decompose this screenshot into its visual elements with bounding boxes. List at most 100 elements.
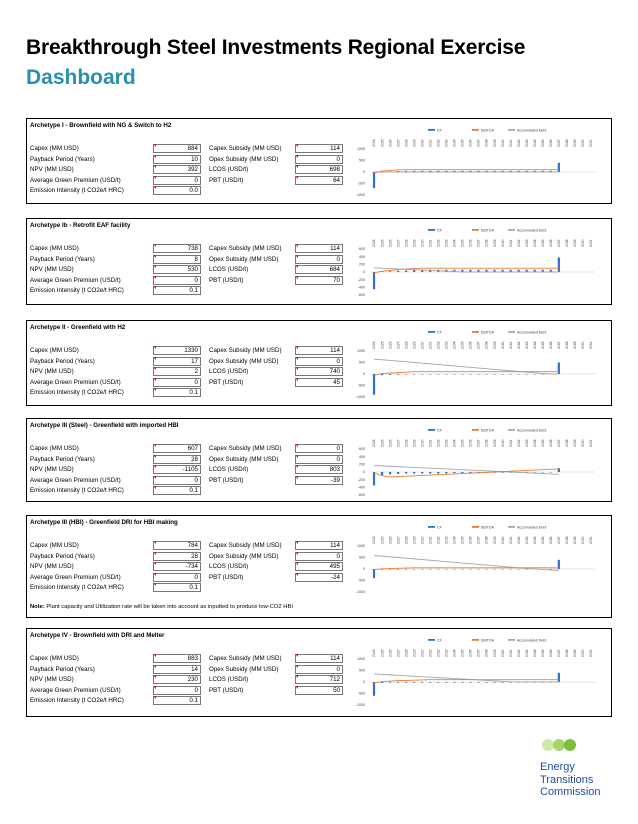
payback-value[interactable]: 14 [153, 664, 201, 674]
archetype-panel: Archetype Ib - Retrofit EAF facility Cape… [26, 218, 612, 305]
opex-subsidy-value[interactable]: 0 [295, 254, 343, 264]
npv-value[interactable]: 530 [153, 265, 201, 274]
panel-title: Archetype I - Brownfield with NG & Switc… [30, 122, 172, 129]
lcos-value[interactable]: 698 [295, 165, 343, 174]
pbt-value[interactable]: 64 [295, 175, 343, 185]
emission-value[interactable]: 0.1 [153, 583, 201, 592]
capex-subsidy-value[interactable]: 114 [295, 541, 343, 550]
capex-value[interactable]: 884 [153, 144, 201, 153]
input-marker-icon [153, 244, 156, 247]
archetype-panel: Archetype I - Brownfield with NG & Switc… [26, 118, 612, 204]
cf-bar [469, 682, 472, 683]
pbt-value[interactable]: 45 [295, 377, 343, 387]
green-premium-value[interactable]: 0 [153, 175, 201, 185]
x-tick-label: 2033 [445, 536, 449, 544]
npv-value[interactable]: -734 [153, 562, 201, 571]
payback-label: Payback Period (Years) [30, 455, 95, 463]
green-premium-value[interactable]: 0 [153, 685, 201, 695]
payback-value[interactable]: 28 [153, 551, 201, 561]
x-tick-label: 2033 [445, 439, 449, 447]
accumulated-debt-line [373, 358, 559, 375]
capex-subsidy-label: Capex Subsidy (MM USD) [209, 445, 282, 452]
capex-value[interactable]: 784 [153, 541, 201, 550]
y-tick-label: 600 [359, 247, 365, 251]
opex-subsidy-value[interactable]: 0 [295, 356, 343, 366]
x-tick-label: 2049 [573, 341, 577, 349]
lcos-value[interactable]: 712 [295, 675, 343, 684]
emission-value[interactable]: 0.1 [153, 486, 201, 495]
lcos-value[interactable]: 740 [295, 367, 343, 376]
input-marker-icon [153, 265, 156, 268]
cf-bar [405, 682, 408, 683]
capex-value[interactable]: 883 [153, 654, 201, 663]
pbt-value[interactable]: 70 [295, 275, 343, 285]
x-tick-label: 2049 [573, 239, 577, 247]
cf-bar [405, 170, 408, 172]
payback-label: Payback Period (Years) [30, 665, 95, 673]
panel-note: Note: Plant capacity and Utilization rat… [30, 604, 293, 610]
cf-bar [453, 682, 456, 683]
cf-bar [469, 269, 472, 272]
x-tick-label: 2049 [573, 536, 577, 544]
npv-value[interactable]: -1105 [153, 465, 201, 474]
capex-value[interactable]: 607 [153, 444, 201, 453]
capex-value[interactable]: 738 [153, 244, 201, 253]
y-tick-label: 1000 [357, 147, 365, 151]
pbt-value[interactable]: -39 [295, 475, 343, 485]
lcos-value[interactable]: 495 [295, 562, 343, 571]
pbt-label: PBT (USD/t) [209, 476, 244, 484]
legend-label: Accumulated Debt [517, 331, 546, 335]
green-premium-value[interactable]: 0 [153, 275, 201, 285]
lcos-value[interactable]: 803 [295, 465, 343, 474]
opex-subsidy-value[interactable]: 0 [295, 551, 343, 561]
opex-subsidy-value[interactable]: 0 [295, 454, 343, 464]
payback-value[interactable]: 17 [153, 356, 201, 366]
y-tick-label: -1000 [356, 395, 365, 399]
pbt-label: PBT (USD/t) [209, 276, 244, 284]
x-tick-label: 2025 [380, 536, 384, 544]
capex-subsidy-value[interactable]: 0 [295, 444, 343, 453]
payback-value[interactable]: 8 [153, 254, 201, 264]
pbt-value[interactable]: 50 [295, 685, 343, 695]
pbt-value[interactable]: -24 [295, 572, 343, 582]
x-tick-label: 2043 [525, 536, 529, 544]
x-tick-label: 2045 [541, 341, 545, 349]
emission-value[interactable]: 0.0 [153, 186, 201, 195]
x-tick-label: 2043 [525, 649, 529, 657]
lcos-value[interactable]: 684 [295, 265, 343, 274]
green-premium-value[interactable]: 0 [153, 572, 201, 582]
npv-value[interactable]: 2 [153, 367, 201, 376]
green-premium-value[interactable]: 0 [153, 475, 201, 485]
x-tick-label: 2028 [404, 139, 408, 147]
x-tick-label: 2039 [493, 439, 497, 447]
opex-subsidy-value[interactable]: 0 [295, 664, 343, 674]
emission-label: Emission Intensity (t CO2e/t HRC) [30, 187, 124, 194]
cf-bar [501, 472, 504, 473]
emission-value[interactable]: 0.1 [153, 286, 201, 295]
input-marker-icon [295, 572, 298, 576]
input-marker-icon [153, 346, 156, 349]
emission-value[interactable]: 0.1 [153, 696, 201, 705]
payback-value[interactable]: 10 [153, 154, 201, 164]
capex-value[interactable]: 1330 [153, 346, 201, 355]
capex-subsidy-value[interactable]: 114 [295, 244, 343, 253]
capex-subsidy-value[interactable]: 114 [295, 346, 343, 355]
npv-value[interactable]: 230 [153, 675, 201, 684]
npv-value[interactable]: 392 [153, 165, 201, 174]
capex-subsidy-value[interactable]: 114 [295, 654, 343, 663]
input-marker-icon [153, 664, 156, 668]
input-marker-icon [153, 275, 156, 279]
input-marker-icon [153, 356, 156, 360]
x-tick-label: 2024 [372, 341, 376, 349]
x-tick-label: 2024 [372, 536, 376, 544]
accumulated-debt-line [373, 673, 559, 683]
cf-bar [469, 472, 472, 474]
capex-subsidy-value[interactable]: 114 [295, 144, 343, 153]
cf-bar [453, 269, 456, 272]
green-premium-value[interactable]: 0 [153, 377, 201, 387]
emission-value[interactable]: 0.1 [153, 388, 201, 397]
x-tick-label: 2037 [477, 649, 481, 657]
capex-subsidy-label: Capex Subsidy (MM USD) [209, 542, 282, 549]
payback-value[interactable]: 28 [153, 454, 201, 464]
opex-subsidy-value[interactable]: 0 [295, 154, 343, 164]
